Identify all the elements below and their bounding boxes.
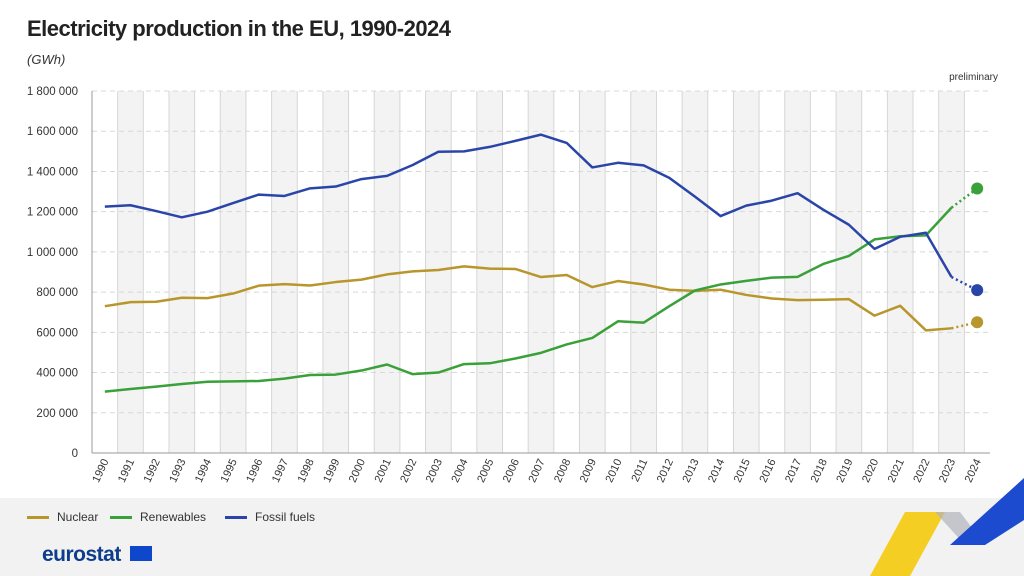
x-tick-label: 1990	[90, 457, 111, 484]
column-band	[938, 91, 965, 453]
x-tick-label: 1994	[193, 457, 214, 484]
legend-swatch	[27, 515, 49, 519]
x-tick-label: 1992	[142, 457, 163, 484]
x-tick-label: 2010	[603, 457, 624, 484]
x-tick-label: 2004	[450, 457, 471, 484]
x-tick-label: 1997	[270, 457, 291, 484]
column-band	[271, 91, 298, 453]
x-tick-label: 2002	[398, 457, 419, 484]
x-tick-label: 2022	[911, 457, 932, 484]
x-tick-label: 2001	[373, 457, 394, 484]
column-band	[579, 91, 606, 453]
y-tick-label: 1 600 000	[27, 126, 78, 138]
column-band	[168, 91, 195, 453]
column-band	[220, 91, 246, 453]
column-band	[117, 91, 144, 453]
x-tick-label: 2008	[552, 457, 573, 484]
column-band	[630, 91, 657, 453]
x-tick-label: 1995	[219, 457, 240, 484]
x-tick-label: 2013	[680, 457, 701, 484]
x-tick-label: 2011	[629, 457, 650, 484]
x-tick-label: 1996	[244, 457, 265, 484]
series-line-renewables	[104, 206, 953, 393]
footer	[0, 498, 1024, 576]
column-band	[374, 91, 400, 453]
legend-label: Nuclear	[57, 510, 99, 524]
legend-item-nuclear: Nuclear	[27, 510, 98, 524]
eu-flag-icon	[130, 546, 152, 561]
x-tick-label: 1993	[167, 457, 188, 484]
y-tick-label: 600 000	[36, 327, 78, 339]
y-tick-label: 400 000	[36, 368, 78, 380]
y-tick-label: 0	[72, 448, 78, 460]
x-tick-label: 2000	[347, 457, 368, 484]
legend-item-renewables: Renewables	[110, 510, 206, 524]
x-tick-label: 1999	[321, 457, 342, 484]
legend-label: Renewables	[140, 510, 207, 524]
x-tick-label: 1998	[296, 457, 317, 484]
legend-label: Fossil fuels	[255, 510, 316, 524]
column-band	[425, 91, 452, 453]
x-tick-label: 2015	[732, 457, 753, 484]
y-tick-label: 1 000 000	[27, 247, 78, 259]
x-tick-label: 2014	[706, 457, 727, 484]
preliminary-point-nuclear	[971, 316, 984, 329]
legend-item-fossil-fuels: Fossil fuels	[225, 510, 315, 524]
legend-swatch	[110, 515, 132, 519]
y-tick-label: 1 800 000	[27, 86, 78, 98]
preliminary-point-fossil-fuels	[971, 284, 984, 297]
x-tick-label: 2024	[963, 457, 984, 484]
column-band	[322, 91, 349, 453]
x-tick-label: 1991	[116, 457, 137, 484]
x-tick-label: 2005	[475, 457, 496, 484]
x-tick-label: 2012	[655, 457, 676, 484]
eurostat-logo: eurostat	[42, 543, 121, 566]
x-tick-label: 2017	[783, 457, 804, 484]
x-tick-label: 2023	[937, 457, 958, 484]
y-tick-label: 1 200 000	[27, 207, 78, 219]
y-tick-label: 1 400 000	[27, 166, 78, 178]
legend-swatch	[225, 515, 247, 519]
x-tick-label: 2006	[501, 457, 522, 484]
x-tick-label: 2021	[886, 457, 907, 484]
y-tick-label: 200 000	[36, 408, 78, 420]
x-tick-label: 2007	[526, 457, 547, 484]
unit-label: (GWh)	[27, 52, 66, 67]
x-tick-label: 2009	[578, 457, 599, 484]
column-band	[836, 91, 862, 453]
column-band	[476, 91, 503, 453]
series-line-nuclear	[104, 265, 952, 332]
series-line-fossil-fuels	[104, 133, 953, 278]
x-tick-label: 2016	[757, 457, 778, 484]
x-tick-label: 2019	[834, 457, 855, 484]
preliminary-annotation: preliminary	[949, 72, 998, 83]
column-band	[733, 91, 760, 453]
column-band	[682, 91, 708, 453]
chart-title: Electricity production in the EU, 1990-2…	[27, 16, 451, 41]
x-tick-label: 2018	[809, 457, 830, 484]
preliminary-point-renewables	[971, 182, 984, 195]
column-band	[887, 91, 914, 453]
column-band	[528, 91, 554, 453]
x-tick-label: 2020	[860, 457, 881, 484]
x-tick-label: 2003	[424, 457, 445, 484]
y-tick-label: 800 000	[36, 287, 78, 299]
